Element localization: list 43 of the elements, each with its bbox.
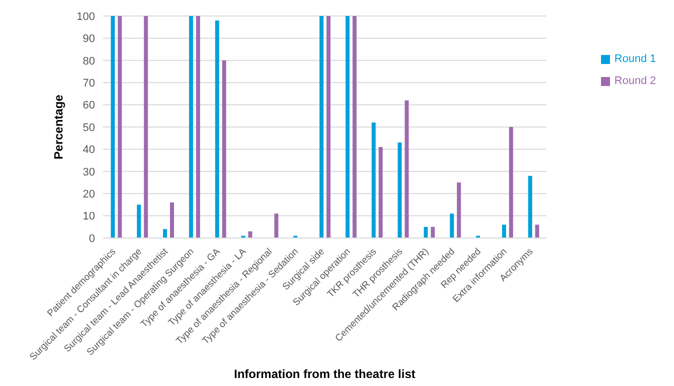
x-axis-title: Information from the theatre list (234, 367, 416, 381)
bar (424, 226, 428, 238)
bar (352, 16, 357, 238)
bar (378, 146, 383, 238)
bar (215, 20, 220, 238)
bar (170, 202, 174, 238)
y-tick-label: 50 (82, 122, 95, 134)
bar (528, 176, 532, 238)
y-tick-label: 20 (82, 188, 95, 201)
bar (502, 224, 506, 238)
y-tick-label: 100 (76, 10, 95, 23)
bar (189, 16, 194, 238)
bar (372, 122, 376, 238)
bar (509, 127, 514, 238)
bar (110, 16, 115, 238)
y-tick-label: 0 (88, 232, 95, 245)
y-axis-title: Percentage (51, 94, 66, 160)
legend-label: Round 1 (614, 53, 656, 65)
bar (535, 224, 540, 238)
bar (346, 16, 350, 238)
legend-label: Round 2 (614, 75, 656, 87)
bar (326, 16, 330, 238)
y-tick-label: 10 (82, 210, 95, 223)
bar (398, 142, 402, 238)
bar (274, 214, 278, 238)
bar (456, 182, 461, 238)
y-tick-label: 70 (82, 78, 95, 90)
bar (404, 100, 409, 238)
bar (144, 16, 148, 238)
bar (222, 60, 226, 238)
bar (136, 204, 141, 238)
bar (162, 229, 167, 238)
bar (248, 231, 252, 238)
bar (196, 16, 200, 238)
bar (430, 226, 435, 238)
y-tick-label: 30 (82, 166, 95, 178)
bar (118, 16, 122, 238)
bar (319, 16, 324, 238)
y-tick-label: 60 (82, 100, 95, 112)
y-tick-label: 40 (82, 144, 95, 156)
bar (450, 214, 454, 238)
y-tick-label: 90 (82, 33, 95, 46)
y-tick-label: 80 (82, 55, 95, 68)
